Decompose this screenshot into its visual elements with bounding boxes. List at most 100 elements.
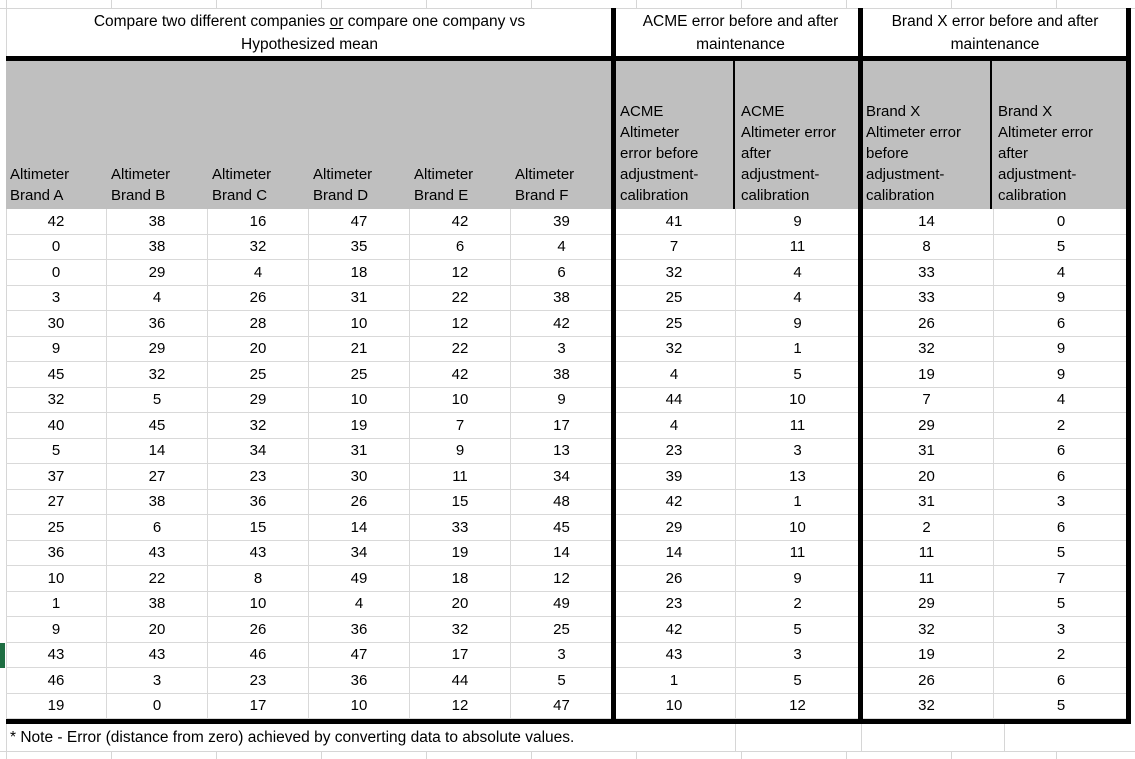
col-header-brand-f[interactable]: Altimeter Brand F (515, 166, 575, 204)
cell-r18-c1[interactable]: 43 (6, 642, 107, 668)
cell-r6-c9[interactable]: 32 (860, 336, 994, 362)
cell-r5-c9[interactable]: 26 (860, 311, 994, 337)
cell-r13-c6[interactable]: 45 (511, 515, 613, 541)
cell-r11-c10[interactable]: 6 (994, 464, 1128, 490)
cell-r1-c6[interactable]: 39 (511, 209, 613, 235)
cell-r5-c10[interactable]: 6 (994, 311, 1128, 337)
cell-r11-c5[interactable]: 11 (410, 464, 511, 490)
cell-r3-c7[interactable]: 32 (613, 260, 736, 286)
cell-r12-c9[interactable]: 31 (860, 489, 994, 515)
cell-r15-c3[interactable]: 8 (208, 566, 309, 592)
cell-r1-c8[interactable]: 9 (736, 209, 860, 235)
col-header-brand-e[interactable]: Altimeter Brand E (414, 166, 474, 204)
cell-r16-c7[interactable]: 23 (613, 591, 736, 617)
col-header-acme-before[interactable]: ACME Altimeter error before adjustment- … (620, 103, 699, 204)
cell-r18-c3[interactable]: 46 (208, 642, 309, 668)
cell-r1-c4[interactable]: 47 (309, 209, 410, 235)
cell-r1-c5[interactable]: 42 (410, 209, 511, 235)
col-header-brand-c[interactable]: Altimeter Brand C (212, 166, 272, 204)
cell-r1-c9[interactable]: 14 (860, 209, 994, 235)
cell-r20-c6[interactable]: 47 (511, 693, 613, 719)
cell-r12-c7[interactable]: 42 (613, 489, 736, 515)
cell-r17-c2[interactable]: 20 (107, 617, 208, 643)
cell-r16-c3[interactable]: 10 (208, 591, 309, 617)
cell-r19-c5[interactable]: 44 (410, 668, 511, 694)
cell-r11-c3[interactable]: 23 (208, 464, 309, 490)
cell-r7-c3[interactable]: 25 (208, 362, 309, 388)
cell-r20-c5[interactable]: 12 (410, 693, 511, 719)
cell-r4-c8[interactable]: 4 (736, 285, 860, 311)
cell-r6-c8[interactable]: 1 (736, 336, 860, 362)
cell-r10-c5[interactable]: 9 (410, 438, 511, 464)
cell-r14-c5[interactable]: 19 (410, 540, 511, 566)
cell-r12-c6[interactable]: 48 (511, 489, 613, 515)
cell-r9-c7[interactable]: 4 (613, 413, 736, 439)
cell-r18-c7[interactable]: 43 (613, 642, 736, 668)
cell-r6-c1[interactable]: 9 (6, 336, 107, 362)
cell-r11-c6[interactable]: 34 (511, 464, 613, 490)
cell-r18-c2[interactable]: 43 (107, 642, 208, 668)
cell-r16-c1[interactable]: 1 (6, 591, 107, 617)
col-header-brand-b[interactable]: Altimeter Brand B (111, 166, 171, 204)
cell-r2-c4[interactable]: 35 (309, 234, 410, 260)
cell-r12-c10[interactable]: 3 (994, 490, 1128, 515)
col-header-brand-a[interactable]: Altimeter Brand A (10, 166, 70, 204)
cell-r16-c5[interactable]: 20 (410, 591, 511, 617)
cell-r17-c5[interactable]: 32 (410, 617, 511, 643)
cell-r2-c9[interactable]: 8 (860, 234, 994, 260)
cell-r16-c9[interactable]: 29 (860, 591, 994, 617)
cell-r5-c6[interactable]: 42 (511, 311, 613, 337)
cell-r3-c8[interactable]: 4 (736, 260, 860, 286)
compare-title-cell[interactable]: Compare two different companies or compa… (6, 9, 613, 56)
cell-r19-c1[interactable]: 46 (6, 668, 107, 694)
cell-r17-c6[interactable]: 25 (511, 617, 613, 643)
cell-r13-c2[interactable]: 6 (107, 515, 208, 541)
cell-r9-c5[interactable]: 7 (410, 413, 511, 439)
cell-r15-c5[interactable]: 18 (410, 566, 511, 592)
cell-r1-c1[interactable]: 42 (6, 209, 107, 235)
cell-r5-c5[interactable]: 12 (410, 311, 511, 337)
cell-r17-c7[interactable]: 42 (613, 617, 736, 643)
cell-r11-c7[interactable]: 39 (613, 464, 736, 490)
cell-r8-c3[interactable]: 29 (208, 387, 309, 413)
cell-r20-c7[interactable]: 10 (613, 693, 736, 719)
cell-r17-c3[interactable]: 26 (208, 617, 309, 643)
cell-r2-c10[interactable]: 5 (994, 235, 1128, 260)
cell-r3-c9[interactable]: 33 (860, 260, 994, 286)
cell-r14-c3[interactable]: 43 (208, 540, 309, 566)
cell-r18-c10[interactable]: 2 (994, 643, 1128, 668)
cell-r10-c1[interactable]: 5 (6, 438, 107, 464)
cell-r10-c6[interactable]: 13 (511, 438, 613, 464)
cell-r3-c3[interactable]: 4 (208, 260, 309, 286)
cell-r15-c10[interactable]: 7 (994, 566, 1128, 592)
cell-r1-c2[interactable]: 38 (107, 209, 208, 235)
cell-r4-c5[interactable]: 22 (410, 285, 511, 311)
cell-r18-c6[interactable]: 3 (511, 642, 613, 668)
cell-r6-c10[interactable]: 9 (994, 337, 1128, 362)
cell-r7-c7[interactable]: 4 (613, 362, 736, 388)
cell-r19-c10[interactable]: 6 (994, 668, 1128, 694)
cell-r14-c1[interactable]: 36 (6, 540, 107, 566)
cell-r16-c8[interactable]: 2 (736, 591, 860, 617)
cell-r9-c1[interactable]: 40 (6, 413, 107, 439)
cell-r15-c9[interactable]: 11 (860, 566, 994, 592)
cell-r7-c5[interactable]: 42 (410, 362, 511, 388)
cell-r20-c1[interactable]: 19 (6, 693, 107, 719)
cell-r5-c1[interactable]: 30 (6, 311, 107, 337)
cell-r2-c1[interactable]: 0 (6, 234, 107, 260)
cell-r20-c3[interactable]: 17 (208, 693, 309, 719)
cell-r7-c10[interactable]: 9 (994, 362, 1128, 388)
cell-r19-c8[interactable]: 5 (736, 668, 860, 694)
cell-r6-c2[interactable]: 29 (107, 336, 208, 362)
cell-r4-c7[interactable]: 25 (613, 285, 736, 311)
cell-r2-c8[interactable]: 11 (736, 234, 860, 260)
cell-r8-c7[interactable]: 44 (613, 387, 736, 413)
cell-r2-c5[interactable]: 6 (410, 234, 511, 260)
cell-r7-c2[interactable]: 32 (107, 362, 208, 388)
cell-r14-c6[interactable]: 14 (511, 540, 613, 566)
cell-r16-c4[interactable]: 4 (309, 591, 410, 617)
cell-r12-c5[interactable]: 15 (410, 489, 511, 515)
cell-r7-c9[interactable]: 19 (860, 362, 994, 388)
cell-r6-c3[interactable]: 20 (208, 336, 309, 362)
cell-r6-c5[interactable]: 22 (410, 336, 511, 362)
